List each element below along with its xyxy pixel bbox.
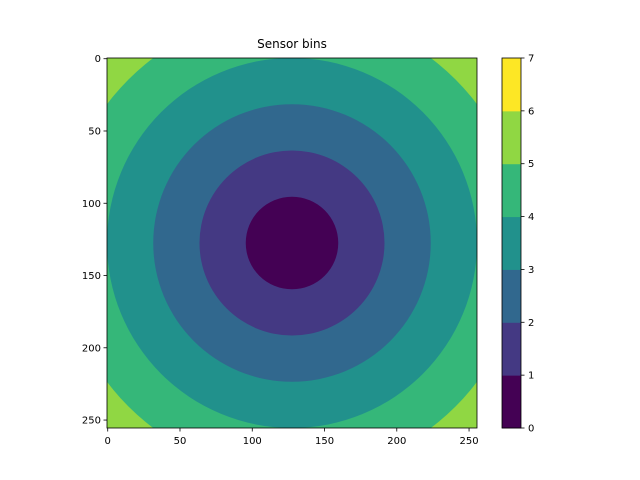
colorbar: 0 1 2 3 4 5 6 7 xyxy=(501,54,534,435)
colorbar-tick-label: 3 xyxy=(528,265,534,276)
colorbar-segment-4 xyxy=(502,163,521,218)
x-tick-label: 200 xyxy=(387,436,406,447)
chart-title: Sensor bins xyxy=(257,37,327,51)
x-tick-label: 250 xyxy=(460,436,479,447)
x-tick-label: 100 xyxy=(243,436,262,447)
colorbar-tick-label: 2 xyxy=(528,318,534,329)
y-tick-label: 0 xyxy=(95,54,101,65)
y-tick-label: 50 xyxy=(88,126,101,137)
heatmap-bin-0 xyxy=(245,196,339,290)
colorbar-tick-label: 0 xyxy=(528,424,534,435)
colorbar-tick-label: 6 xyxy=(528,106,534,117)
y-tick-label: 200 xyxy=(82,343,101,354)
x-tick-label: 150 xyxy=(315,436,334,447)
colorbar-tick-label: 1 xyxy=(528,371,534,382)
colorbar-frame xyxy=(501,57,522,429)
colorbar-tick-label: 7 xyxy=(528,54,534,65)
axes: 0 50 100 150 200 250 0 50 100 150 200 250 xyxy=(82,54,479,447)
x-tick-label: 0 xyxy=(105,436,111,447)
x-tick-label: 50 xyxy=(174,436,187,447)
y-tick-label: 100 xyxy=(82,199,101,210)
y-tick-label: 150 xyxy=(82,271,101,282)
colorbar-segment-6 xyxy=(502,58,521,112)
colorbar-segment-2 xyxy=(502,269,521,323)
y-tick-label: 250 xyxy=(82,416,101,427)
colorbar-segment-1 xyxy=(502,322,521,376)
colorbar-segment-3 xyxy=(502,216,521,270)
heatmap xyxy=(107,58,477,428)
colorbar-tick-label: 4 xyxy=(528,212,534,223)
colorbar-segment-0 xyxy=(502,375,521,429)
colorbar-segment-5 xyxy=(502,110,521,165)
plot-frame xyxy=(106,57,478,429)
colorbar-tick-label: 5 xyxy=(528,159,534,170)
heatmap-bins xyxy=(107,58,477,428)
